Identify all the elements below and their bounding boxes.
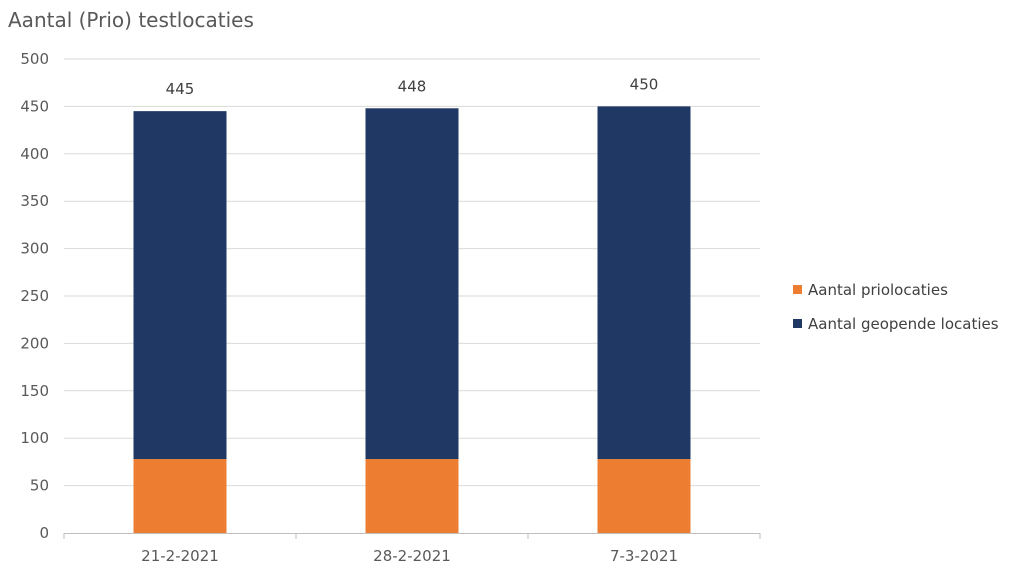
y-tick-label: 200 [20, 334, 49, 352]
y-tick-label: 150 [20, 382, 49, 400]
legend-label: Aantal geopende locaties [808, 315, 999, 333]
total-data-labels: 445 448 450 [166, 75, 659, 98]
y-tick-label: 350 [20, 192, 49, 210]
total-data-label: 448 [398, 77, 427, 95]
y-tick-label: 50 [30, 477, 49, 495]
y-tick-label: 300 [20, 240, 49, 258]
bars [133, 106, 691, 533]
bar-segment-geopende-locaties [597, 106, 691, 460]
x-tick-label: 21-2-2021 [141, 547, 219, 565]
legend-swatch [793, 319, 802, 328]
legend-label: Aantal priolocaties [808, 281, 948, 299]
bar-segment-priolocaties [133, 459, 227, 533]
total-data-label: 445 [166, 80, 195, 98]
total-data-label: 450 [630, 75, 659, 93]
legend: Aantal priolocaties Aantal geopende locat… [793, 281, 999, 333]
legend-swatch [793, 285, 802, 294]
bar-segment-priolocaties [597, 459, 691, 533]
chart-title: Aantal (Prio) testlocaties [8, 8, 254, 32]
y-tick-label: 0 [39, 524, 49, 542]
x-tick-label: 7-3-2021 [610, 547, 678, 565]
x-tick-label: 28-2-2021 [373, 547, 451, 565]
bar-segment-geopende-locaties [133, 111, 227, 460]
y-axis-tick-labels: 0 50 100 150 200 250 300 350 400 450 500 [20, 50, 49, 542]
y-tick-label: 500 [20, 50, 49, 68]
bar-segment-priolocaties [365, 459, 459, 533]
y-tick-label: 450 [20, 97, 49, 115]
bar-segment-geopende-locaties [365, 108, 459, 460]
y-tick-label: 100 [20, 429, 49, 447]
x-axis [63, 533, 761, 539]
y-tick-label: 250 [20, 287, 49, 305]
y-tick-label: 400 [20, 145, 49, 163]
x-axis-tick-labels: 21-2-2021 28-2-2021 7-3-2021 [141, 547, 678, 565]
